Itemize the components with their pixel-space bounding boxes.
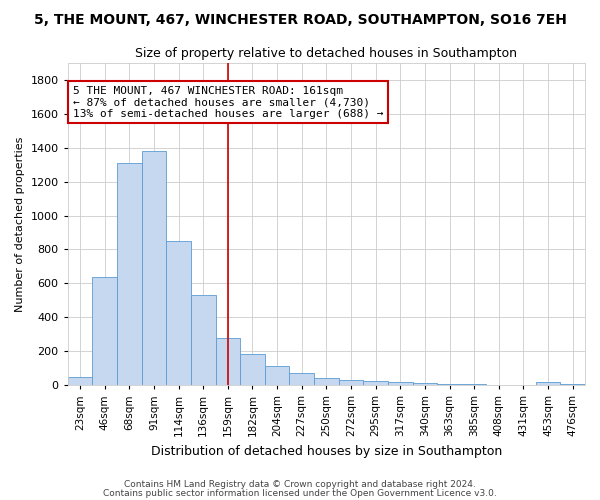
Bar	[511, 384, 536, 385]
Bar	[437, 384, 462, 385]
Bar	[413, 384, 437, 385]
Bar	[289, 373, 314, 385]
Bar	[536, 382, 560, 385]
Bar	[68, 376, 92, 385]
Bar	[191, 295, 215, 385]
Bar	[560, 384, 585, 385]
Bar	[215, 338, 240, 385]
Y-axis label: Number of detached properties: Number of detached properties	[15, 136, 25, 312]
Title: Size of property relative to detached houses in Southampton: Size of property relative to detached ho…	[136, 48, 517, 60]
X-axis label: Distribution of detached houses by size in Southampton: Distribution of detached houses by size …	[151, 444, 502, 458]
Bar	[462, 384, 487, 385]
Bar	[314, 378, 338, 385]
Bar	[142, 151, 166, 385]
Bar	[265, 366, 289, 385]
Bar	[388, 382, 413, 385]
Bar	[92, 276, 117, 385]
Text: Contains public sector information licensed under the Open Government Licence v3: Contains public sector information licen…	[103, 488, 497, 498]
Text: Contains HM Land Registry data © Crown copyright and database right 2024.: Contains HM Land Registry data © Crown c…	[124, 480, 476, 489]
Bar	[117, 163, 142, 385]
Bar	[487, 384, 511, 385]
Bar	[364, 381, 388, 385]
Bar	[240, 354, 265, 385]
Bar	[338, 380, 364, 385]
Bar	[166, 241, 191, 385]
Text: 5, THE MOUNT, 467, WINCHESTER ROAD, SOUTHAMPTON, SO16 7EH: 5, THE MOUNT, 467, WINCHESTER ROAD, SOUT…	[34, 12, 566, 26]
Text: 5 THE MOUNT, 467 WINCHESTER ROAD: 161sqm
← 87% of detached houses are smaller (4: 5 THE MOUNT, 467 WINCHESTER ROAD: 161sqm…	[73, 86, 383, 119]
